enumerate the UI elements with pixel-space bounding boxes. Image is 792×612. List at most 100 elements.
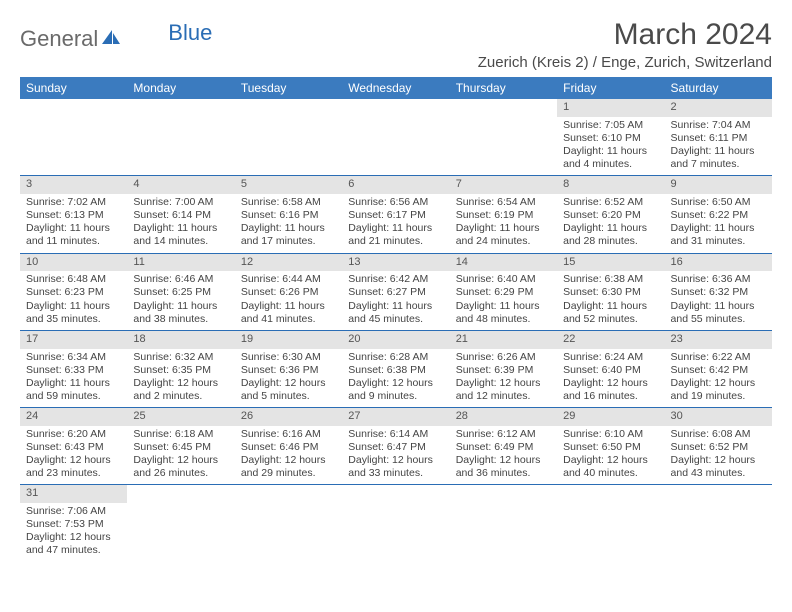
sunrise-text: Sunrise: 6:56 AM	[348, 196, 443, 209]
sunrise-text: Sunrise: 6:32 AM	[133, 351, 228, 364]
daylight-text: Daylight: 12 hours and 29 minutes.	[241, 454, 336, 480]
daylight-text: Daylight: 11 hours and 11 minutes.	[26, 222, 121, 248]
calendar-day-cell: 24Sunrise: 6:20 AMSunset: 6:43 PMDayligh…	[20, 408, 127, 485]
daylight-text: Daylight: 12 hours and 47 minutes.	[26, 531, 121, 557]
sunset-text: Sunset: 6:30 PM	[563, 286, 658, 299]
sunset-text: Sunset: 6:29 PM	[456, 286, 551, 299]
sunset-text: Sunset: 6:45 PM	[133, 441, 228, 454]
calendar-day-cell: 16Sunrise: 6:36 AMSunset: 6:32 PMDayligh…	[665, 253, 772, 330]
day-number: 15	[557, 254, 664, 272]
sunrise-text: Sunrise: 6:28 AM	[348, 351, 443, 364]
daylight-text: Daylight: 11 hours and 38 minutes.	[133, 300, 228, 326]
weekday-header: Wednesday	[342, 77, 449, 99]
sunset-text: Sunset: 6:13 PM	[26, 209, 121, 222]
sunset-text: Sunset: 6:46 PM	[241, 441, 336, 454]
daylight-text: Daylight: 12 hours and 36 minutes.	[456, 454, 551, 480]
day-number: 12	[235, 254, 342, 272]
sunrise-text: Sunrise: 6:52 AM	[563, 196, 658, 209]
sunset-text: Sunset: 6:10 PM	[563, 132, 658, 145]
day-number: 9	[665, 176, 772, 194]
day-number: 4	[127, 176, 234, 194]
sunset-text: Sunset: 6:52 PM	[671, 441, 766, 454]
calendar-day-cell	[235, 485, 342, 562]
daylight-text: Daylight: 11 hours and 52 minutes.	[563, 300, 658, 326]
day-content: Sunrise: 6:48 AMSunset: 6:23 PMDaylight:…	[20, 271, 127, 330]
day-content: Sunrise: 6:38 AMSunset: 6:30 PMDaylight:…	[557, 271, 664, 330]
day-content: Sunrise: 6:50 AMSunset: 6:22 PMDaylight:…	[665, 194, 772, 253]
sunrise-text: Sunrise: 7:00 AM	[133, 196, 228, 209]
month-title: March 2024	[478, 18, 772, 52]
day-content: Sunrise: 6:34 AMSunset: 6:33 PMDaylight:…	[20, 349, 127, 408]
sunset-text: Sunset: 6:43 PM	[26, 441, 121, 454]
day-content: Sunrise: 7:04 AMSunset: 6:11 PMDaylight:…	[665, 117, 772, 176]
calendar-day-cell: 22Sunrise: 6:24 AMSunset: 6:40 PMDayligh…	[557, 330, 664, 407]
day-number: 21	[450, 331, 557, 349]
day-content: Sunrise: 6:08 AMSunset: 6:52 PMDaylight:…	[665, 426, 772, 485]
sunrise-text: Sunrise: 6:42 AM	[348, 273, 443, 286]
sunrise-text: Sunrise: 7:02 AM	[26, 196, 121, 209]
daylight-text: Daylight: 11 hours and 48 minutes.	[456, 300, 551, 326]
day-content: Sunrise: 7:00 AMSunset: 6:14 PMDaylight:…	[127, 194, 234, 253]
daylight-text: Daylight: 12 hours and 19 minutes.	[671, 377, 766, 403]
calendar-day-cell: 31Sunrise: 7:06 AMSunset: 7:53 PMDayligh…	[20, 485, 127, 562]
day-number: 7	[450, 176, 557, 194]
day-content: Sunrise: 7:06 AMSunset: 7:53 PMDaylight:…	[20, 503, 127, 562]
daylight-text: Daylight: 11 hours and 24 minutes.	[456, 222, 551, 248]
daylight-text: Daylight: 12 hours and 43 minutes.	[671, 454, 766, 480]
calendar-day-cell	[450, 99, 557, 176]
day-number: 1	[557, 99, 664, 117]
sunrise-text: Sunrise: 6:22 AM	[671, 351, 766, 364]
sunrise-text: Sunrise: 6:44 AM	[241, 273, 336, 286]
title-block: March 2024 Zuerich (Kreis 2) / Enge, Zur…	[478, 18, 772, 71]
calendar-day-cell	[342, 485, 449, 562]
sunrise-text: Sunrise: 6:50 AM	[671, 196, 766, 209]
calendar-day-cell: 5Sunrise: 6:58 AMSunset: 6:16 PMDaylight…	[235, 176, 342, 253]
day-content: Sunrise: 7:02 AMSunset: 6:13 PMDaylight:…	[20, 194, 127, 253]
daylight-text: Daylight: 11 hours and 31 minutes.	[671, 222, 766, 248]
calendar-week-row: 1 Sunrise: 7:05 AMSunset: 6:10 PMDaylight…	[20, 99, 772, 176]
calendar-day-cell: 1 Sunrise: 7:05 AMSunset: 6:10 PMDaylight…	[557, 99, 664, 176]
calendar-day-cell	[450, 485, 557, 562]
day-number: 16	[665, 254, 772, 272]
day-number: 31	[20, 485, 127, 503]
sunrise-text: Sunrise: 6:20 AM	[26, 428, 121, 441]
sunrise-text: Sunrise: 6:54 AM	[456, 196, 551, 209]
calendar-body: 1Sunrise: 7:05 AMSunset: 6:10 PMDaylight…	[20, 99, 772, 562]
sunset-text: Sunset: 7:53 PM	[26, 518, 121, 531]
day-content: Sunrise: 6:52 AMSunset: 6:20 PMDaylight:…	[557, 194, 664, 253]
daylight-text: Daylight: 11 hours and 55 minutes.	[671, 300, 766, 326]
daylight-text: Daylight: 11 hours and 21 minutes.	[348, 222, 443, 248]
sunset-text: Sunset: 6:20 PM	[563, 209, 658, 222]
daylight-text: Daylight: 11 hours and 4 minutes.	[563, 145, 658, 171]
day-number: 18	[127, 331, 234, 349]
day-content: Sunrise: 6:14 AMSunset: 6:47 PMDaylight:…	[342, 426, 449, 485]
calendar-day-cell: 3Sunrise: 7:02 AMSunset: 6:13 PMDaylight…	[20, 176, 127, 253]
sunrise-text: Sunrise: 6:48 AM	[26, 273, 121, 286]
day-content: Sunrise: 6:28 AMSunset: 6:38 PMDaylight:…	[342, 349, 449, 408]
sunset-text: Sunset: 6:17 PM	[348, 209, 443, 222]
calendar-day-cell: 10Sunrise: 6:48 AMSunset: 6:23 PMDayligh…	[20, 253, 127, 330]
daylight-text: Daylight: 11 hours and 17 minutes.	[241, 222, 336, 248]
calendar-day-cell: 8Sunrise: 6:52 AMSunset: 6:20 PMDaylight…	[557, 176, 664, 253]
daylight-text: Daylight: 11 hours and 59 minutes.	[26, 377, 121, 403]
calendar-day-cell: 6Sunrise: 6:56 AMSunset: 6:17 PMDaylight…	[342, 176, 449, 253]
calendar-day-cell: 4Sunrise: 7:00 AMSunset: 6:14 PMDaylight…	[127, 176, 234, 253]
daylight-text: Daylight: 12 hours and 16 minutes.	[563, 377, 658, 403]
sunrise-text: Sunrise: 6:58 AM	[241, 196, 336, 209]
sunrise-text: Sunrise: 6:30 AM	[241, 351, 336, 364]
weekday-header: Monday	[127, 77, 234, 99]
calendar-day-cell: 30Sunrise: 6:08 AMSunset: 6:52 PMDayligh…	[665, 408, 772, 485]
calendar-day-cell: 2Sunrise: 7:04 AMSunset: 6:11 PMDaylight…	[665, 99, 772, 176]
sunset-text: Sunset: 6:16 PM	[241, 209, 336, 222]
day-content: Sunrise: 6:46 AMSunset: 6:25 PMDaylight:…	[127, 271, 234, 330]
weekday-header: Tuesday	[235, 77, 342, 99]
calendar-day-cell	[127, 99, 234, 176]
day-number: 29	[557, 408, 664, 426]
day-number: 23	[665, 331, 772, 349]
sunrise-text: Sunrise: 6:14 AM	[348, 428, 443, 441]
sunrise-text: Sunrise: 7:05 AM	[563, 119, 658, 132]
calendar-day-cell: 19Sunrise: 6:30 AMSunset: 6:36 PMDayligh…	[235, 330, 342, 407]
sunrise-text: Sunrise: 6:40 AM	[456, 273, 551, 286]
sunset-text: Sunset: 6:23 PM	[26, 286, 121, 299]
calendar-week-row: 31Sunrise: 7:06 AMSunset: 7:53 PMDayligh…	[20, 485, 772, 562]
